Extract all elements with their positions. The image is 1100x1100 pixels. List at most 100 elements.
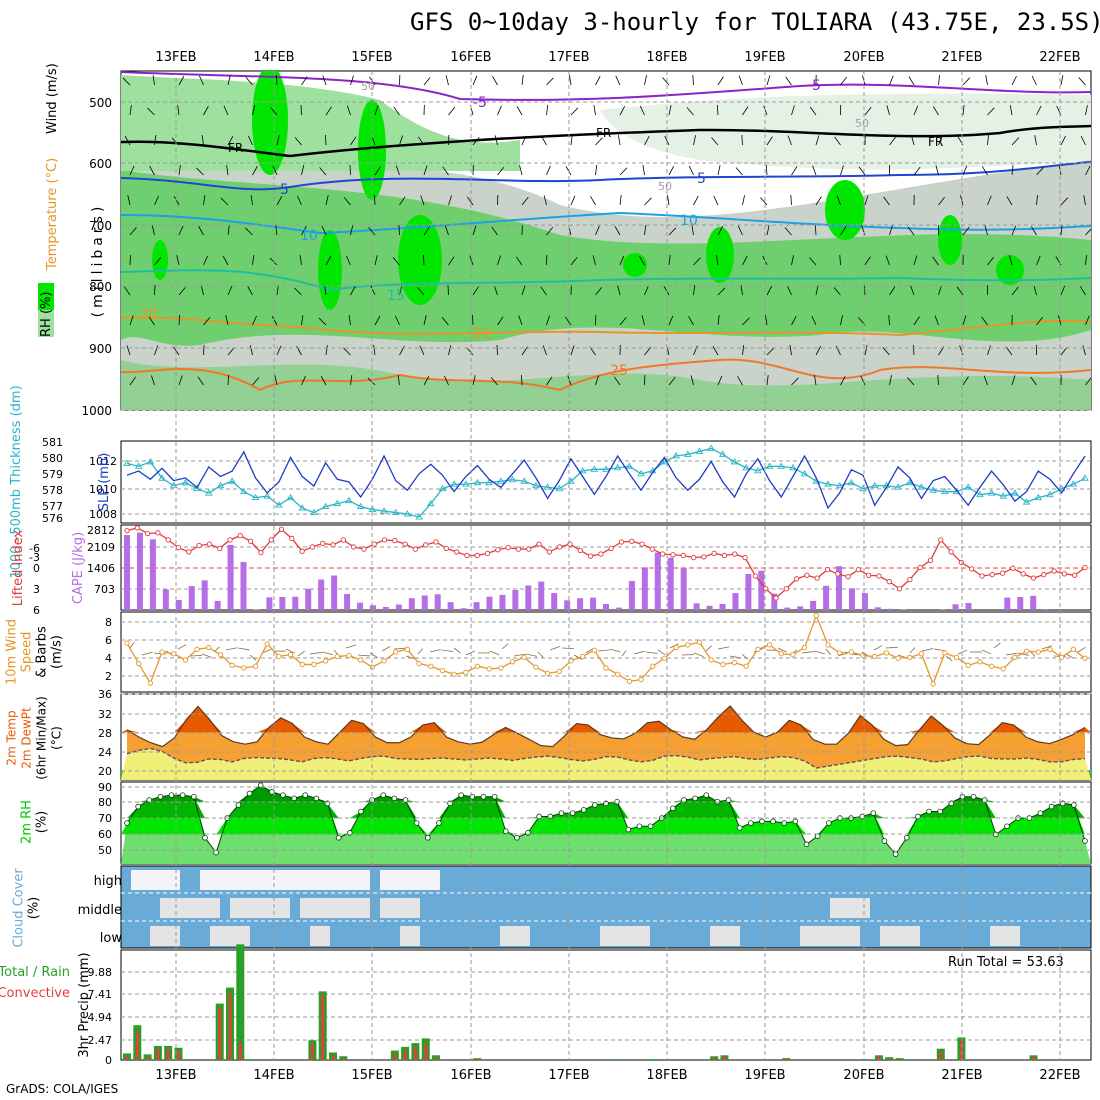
wind-barb: [791, 315, 797, 326]
wind-tick: 8: [105, 616, 112, 629]
data-point: [322, 658, 329, 664]
temp-area: [127, 705, 1085, 769]
wind-barb: [938, 135, 943, 146]
wind-barb: [348, 315, 351, 326]
data-point: [927, 557, 934, 564]
cape-bar: [460, 608, 467, 610]
wind-barb: [521, 75, 524, 86]
wind-barb: [147, 107, 155, 116]
data-point: [252, 663, 259, 669]
wind-barb: [860, 375, 866, 386]
wind-barb: [1005, 652, 1018, 656]
data-point: [423, 542, 429, 548]
data-point: [859, 484, 867, 492]
wind-barb: [644, 197, 652, 206]
wind-barb: [397, 375, 400, 386]
data-point: [474, 663, 481, 669]
data-point: [235, 802, 242, 808]
wind-barb: [1083, 195, 1086, 206]
wind-barb: [934, 315, 939, 326]
wind-barb: [252, 255, 255, 266]
data-point: [194, 646, 200, 652]
wind-barb: [444, 375, 449, 386]
wind-barb: [668, 165, 675, 176]
data-point: [948, 549, 954, 555]
data-point: [217, 545, 223, 552]
wind-barb: [570, 345, 575, 356]
data-point: [855, 566, 862, 573]
data-point: [217, 652, 224, 658]
rh-tick: 80: [98, 796, 112, 809]
wind-barb: [913, 105, 919, 116]
data-point: [1034, 493, 1043, 501]
data-point: [426, 499, 435, 507]
li-tick: 6: [33, 604, 40, 617]
cape-bar: [1004, 597, 1011, 610]
wind-barb: [858, 166, 866, 176]
pressure-axis-label: (millibars): [90, 203, 106, 318]
wind-barb: [521, 135, 527, 146]
data-point: [1051, 568, 1057, 574]
precip-convective-bar: [722, 1056, 726, 1060]
date-label: 17FEB: [548, 50, 589, 65]
data-point: [918, 651, 925, 657]
precip-convective-bar: [887, 1058, 891, 1060]
cape-bar: [758, 570, 765, 610]
data-point: [989, 571, 995, 578]
precip-convective-bar: [959, 1040, 963, 1060]
wind-barb: [227, 136, 234, 146]
wind-barb: [1085, 377, 1091, 386]
wind-barb: [154, 135, 157, 146]
pressure-tick: 700: [89, 219, 112, 233]
cape-bar: [732, 593, 739, 610]
wind-barb: [1060, 285, 1066, 296]
wind-barb: [693, 652, 704, 657]
wind-barb: [957, 649, 968, 655]
wind-barb: [619, 195, 622, 206]
cape-bar: [719, 603, 726, 610]
wind-barb: [301, 165, 305, 176]
data-point: [567, 541, 573, 547]
wind-barb: [200, 285, 204, 296]
wind-barb: [276, 285, 279, 296]
data-point: [690, 554, 697, 561]
data-point: [763, 586, 769, 592]
data-point: [742, 463, 750, 471]
wind-barb: [398, 224, 400, 236]
cape-bar: [823, 585, 830, 610]
wind-barb: [297, 650, 305, 657]
data-point: [514, 834, 520, 841]
data-point: [708, 657, 714, 663]
wind-barb: [597, 649, 610, 652]
data-point: [123, 459, 131, 466]
wind-barb: [178, 287, 186, 296]
wind-barb: [595, 375, 599, 386]
wind-barb: [325, 106, 332, 116]
wind-barb: [178, 225, 184, 236]
data-point: [1023, 648, 1030, 654]
data-point: [804, 572, 810, 578]
wind-barb: [299, 255, 302, 266]
data-point: [707, 444, 715, 451]
precip-convective-bar: [475, 1059, 479, 1060]
wind-barb: [447, 284, 449, 296]
data-point: [280, 792, 286, 798]
temp-tick: 24: [98, 746, 112, 759]
wind-barb: [466, 347, 474, 356]
wind-barb: [173, 346, 180, 356]
cape-tick: 2109: [87, 541, 115, 554]
wind-barb: [742, 317, 750, 326]
wind-tick: 4: [105, 652, 112, 665]
data-point: [299, 661, 305, 668]
data-point: [391, 795, 398, 802]
data-point: [692, 795, 698, 802]
wind-barb: [882, 347, 890, 356]
data-point: [416, 660, 422, 667]
data-point: [883, 650, 890, 656]
wind-barb: [320, 376, 327, 386]
cape-bar: [382, 606, 389, 610]
run-total: Run Total = 53.63: [948, 955, 1064, 970]
slp-axis-label: SLP (mb): [97, 453, 112, 512]
data-point: [907, 654, 913, 660]
wind-barb: [546, 105, 549, 116]
